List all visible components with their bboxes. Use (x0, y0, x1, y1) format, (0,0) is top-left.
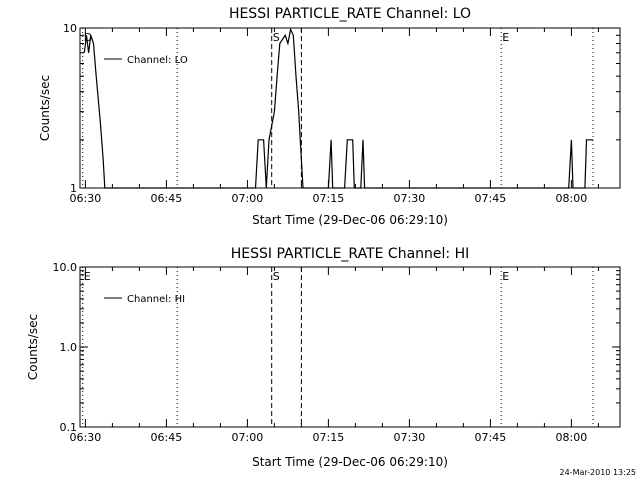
legend-label-lo: Channel: LO (127, 55, 188, 66)
event-marker-label-lo: E (502, 31, 509, 44)
chart-title-lo: HESSI PARTICLE_RATE Channel: LO (229, 6, 471, 22)
x-axis-label-hi: Start Time (29-Dec-06 06:29:10) (252, 455, 448, 469)
x-axis-label-lo: Start Time (29-Dec-06 06:29:10) (252, 213, 448, 227)
y-tick-label-hi: 10.0 (53, 261, 78, 274)
legend-label-hi: Channel: HI (127, 294, 185, 305)
x-tick-label-hi: 08:00 (556, 431, 588, 444)
y-axis-label-hi: Counts/sec (26, 314, 40, 380)
x-tick-label-lo: 06:30 (70, 192, 102, 205)
event-marker-label-hi: E (84, 270, 91, 283)
event-marker-label-hi: S (273, 270, 280, 283)
event-marker-label-lo: S (273, 31, 280, 44)
x-tick-label-hi: 07:45 (475, 431, 507, 444)
chart-title-hi: HESSI PARTICLE_RATE Channel: HI (231, 246, 469, 262)
x-tick-label-lo: 07:15 (313, 192, 345, 205)
x-tick-label-lo: 07:00 (232, 192, 264, 205)
x-tick-label-hi: 07:00 (232, 431, 264, 444)
plot-frame-lo (79, 27, 621, 189)
series-line-lo (83, 27, 593, 189)
footer-timestamp: 24-Mar-2010 13:25 (560, 468, 637, 477)
y-tick-label-lo: 1 (70, 182, 77, 195)
y-tick-label-hi: 0.1 (60, 421, 78, 434)
x-tick-label-hi: 06:45 (151, 431, 183, 444)
y-axis-label-lo: Counts/sec (38, 75, 52, 141)
event-marker-label-lo: D (84, 31, 92, 44)
x-tick-label-hi: 07:30 (394, 431, 426, 444)
x-tick-label-lo: 07:30 (394, 192, 426, 205)
chart-lo: HESSI PARTICLE_RATE Channel: LO Start Ti… (38, 6, 621, 227)
plot-frame-hi (79, 266, 621, 428)
event-marker-label-hi: E (502, 270, 509, 283)
x-tick-label-lo: 07:45 (475, 192, 507, 205)
y-tick-label-lo: 10 (63, 22, 77, 35)
x-tick-label-hi: 06:30 (70, 431, 102, 444)
x-tick-label-lo: 08:00 (556, 192, 588, 205)
y-tick-label-hi: 1.0 (60, 341, 78, 354)
chart-hi: HESSI PARTICLE_RATE Channel: HI Start Ti… (26, 246, 621, 469)
x-tick-label-hi: 07:15 (313, 431, 345, 444)
x-tick-label-lo: 06:45 (151, 192, 183, 205)
